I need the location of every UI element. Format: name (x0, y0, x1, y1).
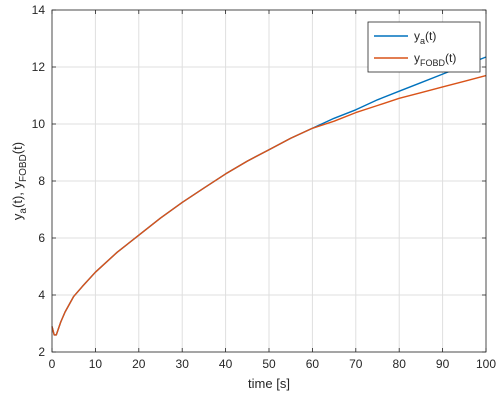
y-tick-label: 6 (38, 231, 45, 245)
x-tick-label: 100 (476, 357, 496, 371)
x-tick-label: 50 (262, 357, 276, 371)
legend-entry-label: yFOBD(t) (414, 51, 456, 68)
y-tick-label: 10 (32, 117, 46, 131)
y-label-subscript: a (18, 208, 29, 214)
legend-entry-label: ya(t) (414, 29, 436, 46)
x-axis-label: time [s] (248, 376, 290, 391)
y-label-text: (t) (10, 142, 25, 154)
x-tick-label: 90 (436, 357, 450, 371)
x-tick-label: 10 (89, 357, 103, 371)
x-tick-label: 20 (132, 357, 146, 371)
y-tick-label: 2 (38, 345, 45, 359)
series-line-fobd (51, 74, 487, 336)
y-tick-labels: 2 4 6 8 10 12 14 (32, 3, 46, 359)
y-axis-label: ya(t), yFOBD(t) (10, 142, 29, 220)
y-label-text: y (10, 213, 25, 220)
legend: ya(t) yFOBD(t) (367, 21, 481, 73)
x-tick-label: 70 (349, 357, 363, 371)
x-tick-label: 60 (306, 357, 320, 371)
x-tick-label: 0 (49, 357, 56, 371)
legend-box (367, 21, 481, 73)
y-tick-label: 12 (32, 60, 46, 74)
y-tick-label: 14 (32, 3, 46, 17)
y-tick-label: 8 (38, 174, 45, 188)
y-label-subscript: FOBD (18, 154, 29, 182)
x-tick-label: 80 (393, 357, 407, 371)
y-label-text: (t), y (10, 182, 25, 208)
x-tick-label: 40 (219, 357, 233, 371)
y-tick-label: 4 (38, 288, 45, 302)
x-tick-label: 30 (176, 357, 190, 371)
x-tick-labels: 0 10 20 30 40 50 60 70 80 90 100 (49, 357, 497, 371)
axis-ticks (51, 9, 487, 353)
series-layer (51, 56, 487, 336)
